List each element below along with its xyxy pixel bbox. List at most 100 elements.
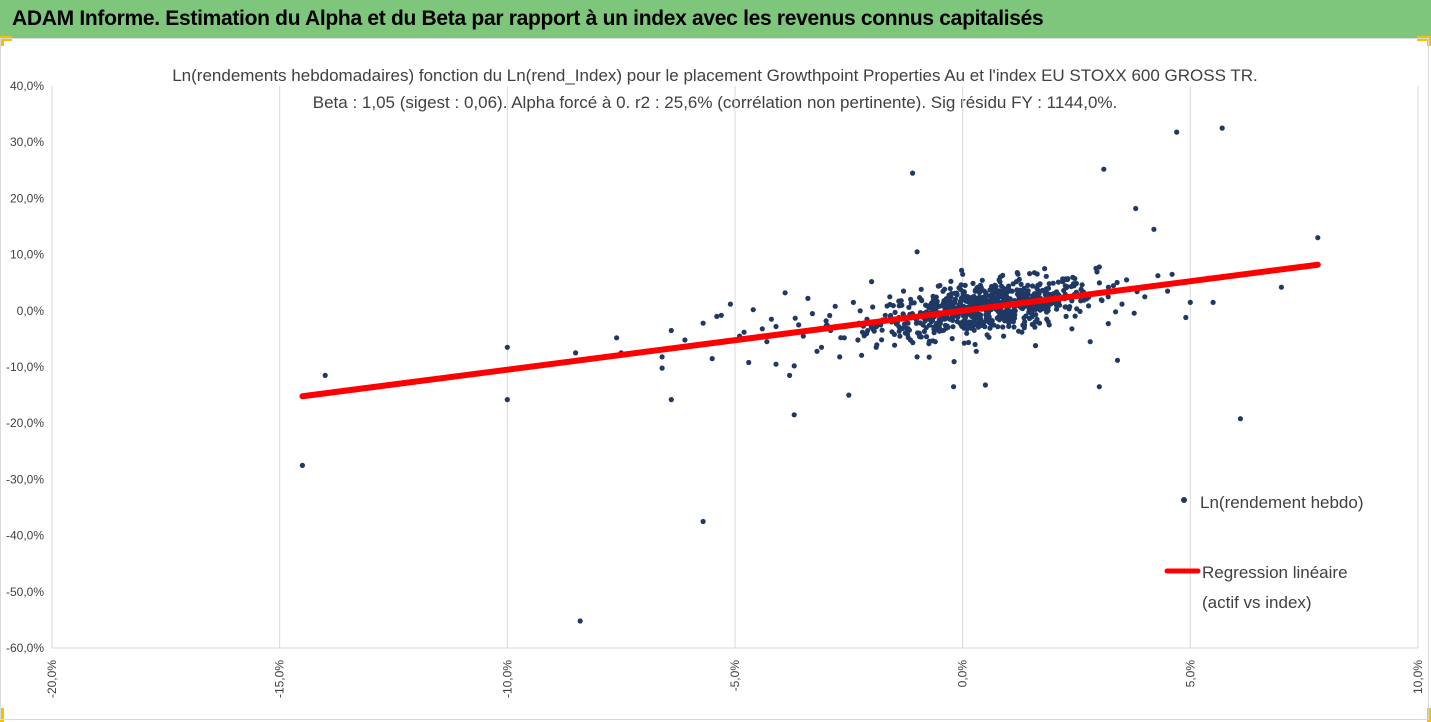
data-point bbox=[1021, 315, 1027, 321]
data-point bbox=[1070, 281, 1077, 287]
data-point bbox=[940, 288, 946, 294]
data-point bbox=[791, 363, 797, 369]
data-point bbox=[700, 518, 706, 525]
data-point bbox=[942, 302, 948, 308]
data-point bbox=[782, 290, 788, 296]
data-point bbox=[1074, 306, 1080, 312]
data-point bbox=[870, 304, 876, 310]
data-point bbox=[949, 336, 955, 342]
data-point bbox=[978, 286, 984, 292]
data-point bbox=[577, 618, 583, 624]
legend-scatter-marker bbox=[1181, 497, 1187, 503]
data-point bbox=[968, 325, 974, 331]
data-point bbox=[1155, 273, 1161, 279]
data-point bbox=[1101, 166, 1107, 172]
data-point bbox=[1187, 299, 1193, 305]
y-tick-label: 10,0% bbox=[10, 248, 44, 262]
data-point bbox=[855, 337, 861, 343]
data-point bbox=[873, 344, 879, 350]
data-point bbox=[923, 334, 930, 340]
data-point bbox=[910, 340, 916, 346]
data-point bbox=[954, 318, 960, 325]
axes: -20,0% -15,0% -10,0% -5,0% 0,0% 5,0% 10,0% 40,0… bbox=[6, 79, 1425, 698]
data-point bbox=[1133, 205, 1139, 212]
data-point bbox=[1045, 285, 1052, 291]
data-point bbox=[871, 328, 877, 334]
y-tick-label: -30,0% bbox=[6, 472, 44, 486]
data-point bbox=[787, 372, 793, 378]
data-point bbox=[1033, 312, 1039, 318]
x-tick-label: 0,0% bbox=[956, 660, 970, 688]
data-point bbox=[1079, 282, 1085, 288]
data-point bbox=[1315, 235, 1321, 241]
chart-title-line-2: Beta : 1,05 (sigest : 0,06). Alpha forcé… bbox=[313, 93, 1118, 112]
data-point bbox=[796, 322, 802, 328]
data-point bbox=[759, 326, 765, 332]
data-point bbox=[873, 324, 880, 330]
header-banner: ADAM Informe. Estimation du Alpha et du … bbox=[0, 0, 1431, 38]
data-point bbox=[948, 278, 954, 284]
data-point bbox=[1013, 279, 1020, 285]
data-point bbox=[1035, 287, 1041, 293]
data-point bbox=[994, 295, 1000, 301]
data-point bbox=[1034, 271, 1040, 277]
banner-title: ADAM Informe. Estimation du Alpha et du … bbox=[12, 7, 1044, 30]
data-point bbox=[1005, 297, 1011, 303]
data-point bbox=[919, 298, 925, 304]
data-point bbox=[659, 365, 665, 371]
data-point bbox=[932, 302, 938, 309]
data-point bbox=[1032, 292, 1038, 299]
data-point bbox=[969, 301, 975, 307]
data-point bbox=[1124, 277, 1130, 283]
data-point bbox=[1114, 279, 1120, 286]
corner-accent-right-vertical bbox=[1427, 36, 1431, 46]
data-point bbox=[936, 303, 942, 309]
data-point bbox=[800, 333, 806, 339]
data-point bbox=[904, 325, 910, 331]
data-point bbox=[945, 324, 951, 330]
data-point bbox=[1066, 306, 1072, 312]
data-point bbox=[1055, 279, 1061, 285]
x-tick-label: 10,0% bbox=[1411, 660, 1425, 694]
data-point bbox=[1043, 273, 1049, 279]
data-point bbox=[659, 354, 665, 360]
data-point bbox=[1021, 322, 1028, 328]
data-point bbox=[888, 312, 894, 319]
data-point bbox=[1142, 294, 1148, 300]
data-point bbox=[869, 279, 875, 285]
legend-scatter-label: Ln(rendement hebdo) bbox=[1200, 493, 1364, 512]
data-point bbox=[1000, 272, 1006, 278]
data-point bbox=[910, 170, 916, 176]
data-point bbox=[504, 397, 510, 403]
data-point bbox=[1087, 339, 1093, 345]
data-point bbox=[750, 307, 756, 313]
data-point bbox=[908, 300, 914, 306]
data-point bbox=[805, 295, 811, 301]
chart-title-line-1: Ln(rendements hebdomadaires) fonction du… bbox=[172, 66, 1258, 85]
data-point bbox=[957, 298, 964, 304]
data-point bbox=[850, 299, 857, 305]
data-point bbox=[966, 319, 973, 325]
x-tick-label: 5,0% bbox=[1183, 660, 1197, 688]
data-point bbox=[892, 309, 898, 315]
data-point bbox=[951, 384, 957, 390]
data-point bbox=[746, 359, 752, 366]
data-point bbox=[896, 324, 902, 330]
data-point bbox=[1029, 283, 1036, 289]
data-point bbox=[1002, 318, 1008, 324]
data-point bbox=[1000, 324, 1006, 330]
data-point bbox=[1021, 285, 1027, 291]
data-point bbox=[917, 334, 923, 340]
data-point bbox=[1019, 329, 1025, 335]
data-point bbox=[846, 392, 852, 398]
data-point bbox=[1151, 226, 1157, 232]
data-point bbox=[865, 328, 871, 334]
data-point bbox=[926, 354, 932, 360]
data-point bbox=[1018, 281, 1024, 287]
corner-accent-bottom-right bbox=[1427, 708, 1431, 722]
data-point bbox=[973, 348, 979, 354]
data-point bbox=[936, 325, 943, 331]
data-point bbox=[741, 329, 747, 335]
legend-line-label-2: (actif vs index) bbox=[1202, 593, 1312, 612]
